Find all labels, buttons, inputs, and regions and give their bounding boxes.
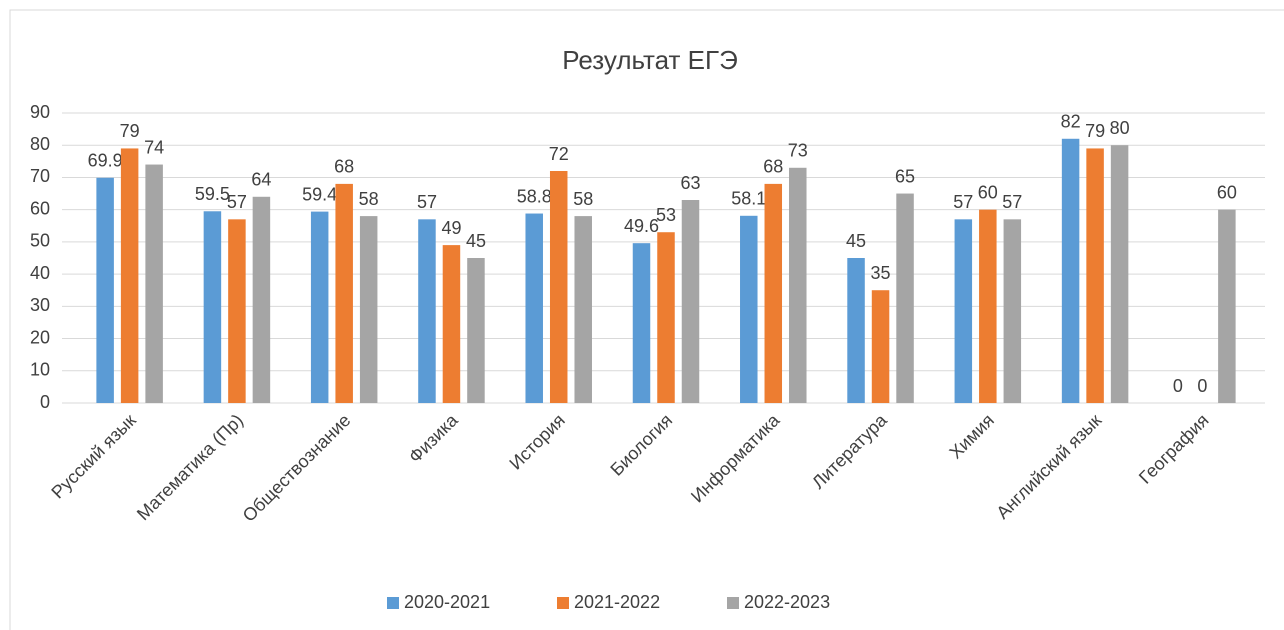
value-label: 49 bbox=[441, 218, 461, 238]
value-label: 0 bbox=[1197, 376, 1207, 396]
bar bbox=[954, 219, 973, 403]
value-label: 45 bbox=[466, 231, 486, 251]
value-label: 35 bbox=[871, 263, 891, 283]
value-label: 57 bbox=[953, 192, 973, 212]
bar bbox=[657, 232, 675, 403]
bar bbox=[252, 196, 271, 403]
value-label: 0 bbox=[1173, 376, 1183, 396]
legend-label: 2021-2022 bbox=[574, 592, 660, 612]
value-label: 57 bbox=[417, 192, 437, 212]
value-label: 79 bbox=[1085, 121, 1105, 141]
value-label: 57 bbox=[1002, 192, 1022, 212]
chart-title: Результат ЕГЭ bbox=[562, 45, 738, 75]
legend-swatch bbox=[727, 597, 739, 609]
bar bbox=[467, 258, 485, 403]
y-tick-label: 70 bbox=[30, 166, 50, 186]
bar bbox=[1218, 209, 1236, 403]
bar bbox=[681, 200, 700, 403]
bar bbox=[418, 219, 436, 403]
value-label: 69.9 bbox=[88, 151, 123, 171]
bar bbox=[764, 183, 783, 403]
value-label: 49.6 bbox=[624, 216, 659, 236]
y-tick-label: 90 bbox=[30, 102, 50, 122]
y-tick-label: 40 bbox=[30, 263, 50, 283]
value-label: 58.8 bbox=[517, 186, 552, 206]
value-label: 45 bbox=[846, 231, 866, 251]
bar bbox=[979, 209, 997, 403]
value-label: 58 bbox=[359, 189, 379, 209]
bar bbox=[228, 219, 246, 403]
value-label: 79 bbox=[120, 121, 140, 141]
value-label: 53 bbox=[656, 205, 676, 225]
bar bbox=[896, 193, 914, 403]
value-label: 68 bbox=[334, 157, 354, 177]
value-label: 65 bbox=[895, 166, 915, 186]
y-tick-label: 30 bbox=[30, 295, 50, 315]
legend-label: 2020-2021 bbox=[404, 592, 490, 612]
bar bbox=[789, 167, 807, 403]
bar bbox=[1003, 219, 1022, 403]
y-tick-label: 0 bbox=[40, 392, 50, 412]
value-label: 58 bbox=[573, 189, 593, 209]
bar bbox=[335, 183, 353, 403]
value-label: 72 bbox=[549, 144, 569, 164]
y-tick-label: 10 bbox=[30, 360, 50, 380]
bar bbox=[525, 213, 543, 403]
bar bbox=[310, 211, 329, 403]
value-label: 60 bbox=[978, 182, 998, 202]
value-label: 68 bbox=[763, 157, 783, 177]
value-label: 59.4 bbox=[302, 184, 337, 204]
y-tick-label: 50 bbox=[30, 231, 50, 251]
bar bbox=[442, 245, 461, 403]
value-label: 80 bbox=[1110, 118, 1130, 138]
bar bbox=[574, 216, 592, 403]
bar bbox=[871, 290, 890, 403]
value-label: 60 bbox=[1217, 182, 1237, 202]
value-label: 82 bbox=[1061, 112, 1081, 132]
value-label: 58.1 bbox=[731, 189, 766, 209]
bar bbox=[145, 164, 163, 403]
value-label: 73 bbox=[788, 141, 808, 161]
bar bbox=[1061, 138, 1080, 403]
value-label: 59.5 bbox=[195, 184, 230, 204]
value-label: 64 bbox=[251, 170, 271, 190]
bar bbox=[549, 171, 568, 403]
bar bbox=[632, 243, 651, 403]
y-tick-label: 80 bbox=[30, 134, 50, 154]
bar bbox=[847, 258, 865, 403]
bar bbox=[1110, 145, 1129, 403]
y-tick-label: 20 bbox=[30, 327, 50, 347]
bar bbox=[96, 177, 114, 403]
bar bbox=[120, 148, 139, 403]
y-tick-label: 60 bbox=[30, 198, 50, 218]
legend-swatch bbox=[387, 597, 399, 609]
bar bbox=[1086, 148, 1104, 403]
bar bbox=[740, 215, 758, 403]
value-label: 57 bbox=[227, 192, 247, 212]
legend-label: 2022-2023 bbox=[744, 592, 830, 612]
legend-swatch bbox=[557, 597, 569, 609]
value-label: 74 bbox=[144, 137, 164, 157]
value-label: 63 bbox=[680, 173, 700, 193]
bar bbox=[359, 216, 378, 403]
bar bbox=[203, 211, 222, 403]
